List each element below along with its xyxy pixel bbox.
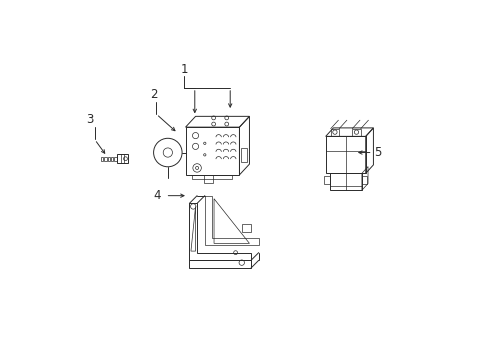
Text: 3: 3 bbox=[86, 113, 94, 126]
Text: 1: 1 bbox=[180, 63, 187, 76]
Text: 4: 4 bbox=[153, 189, 161, 202]
Text: 5: 5 bbox=[373, 146, 381, 159]
Text: 2: 2 bbox=[150, 88, 158, 101]
